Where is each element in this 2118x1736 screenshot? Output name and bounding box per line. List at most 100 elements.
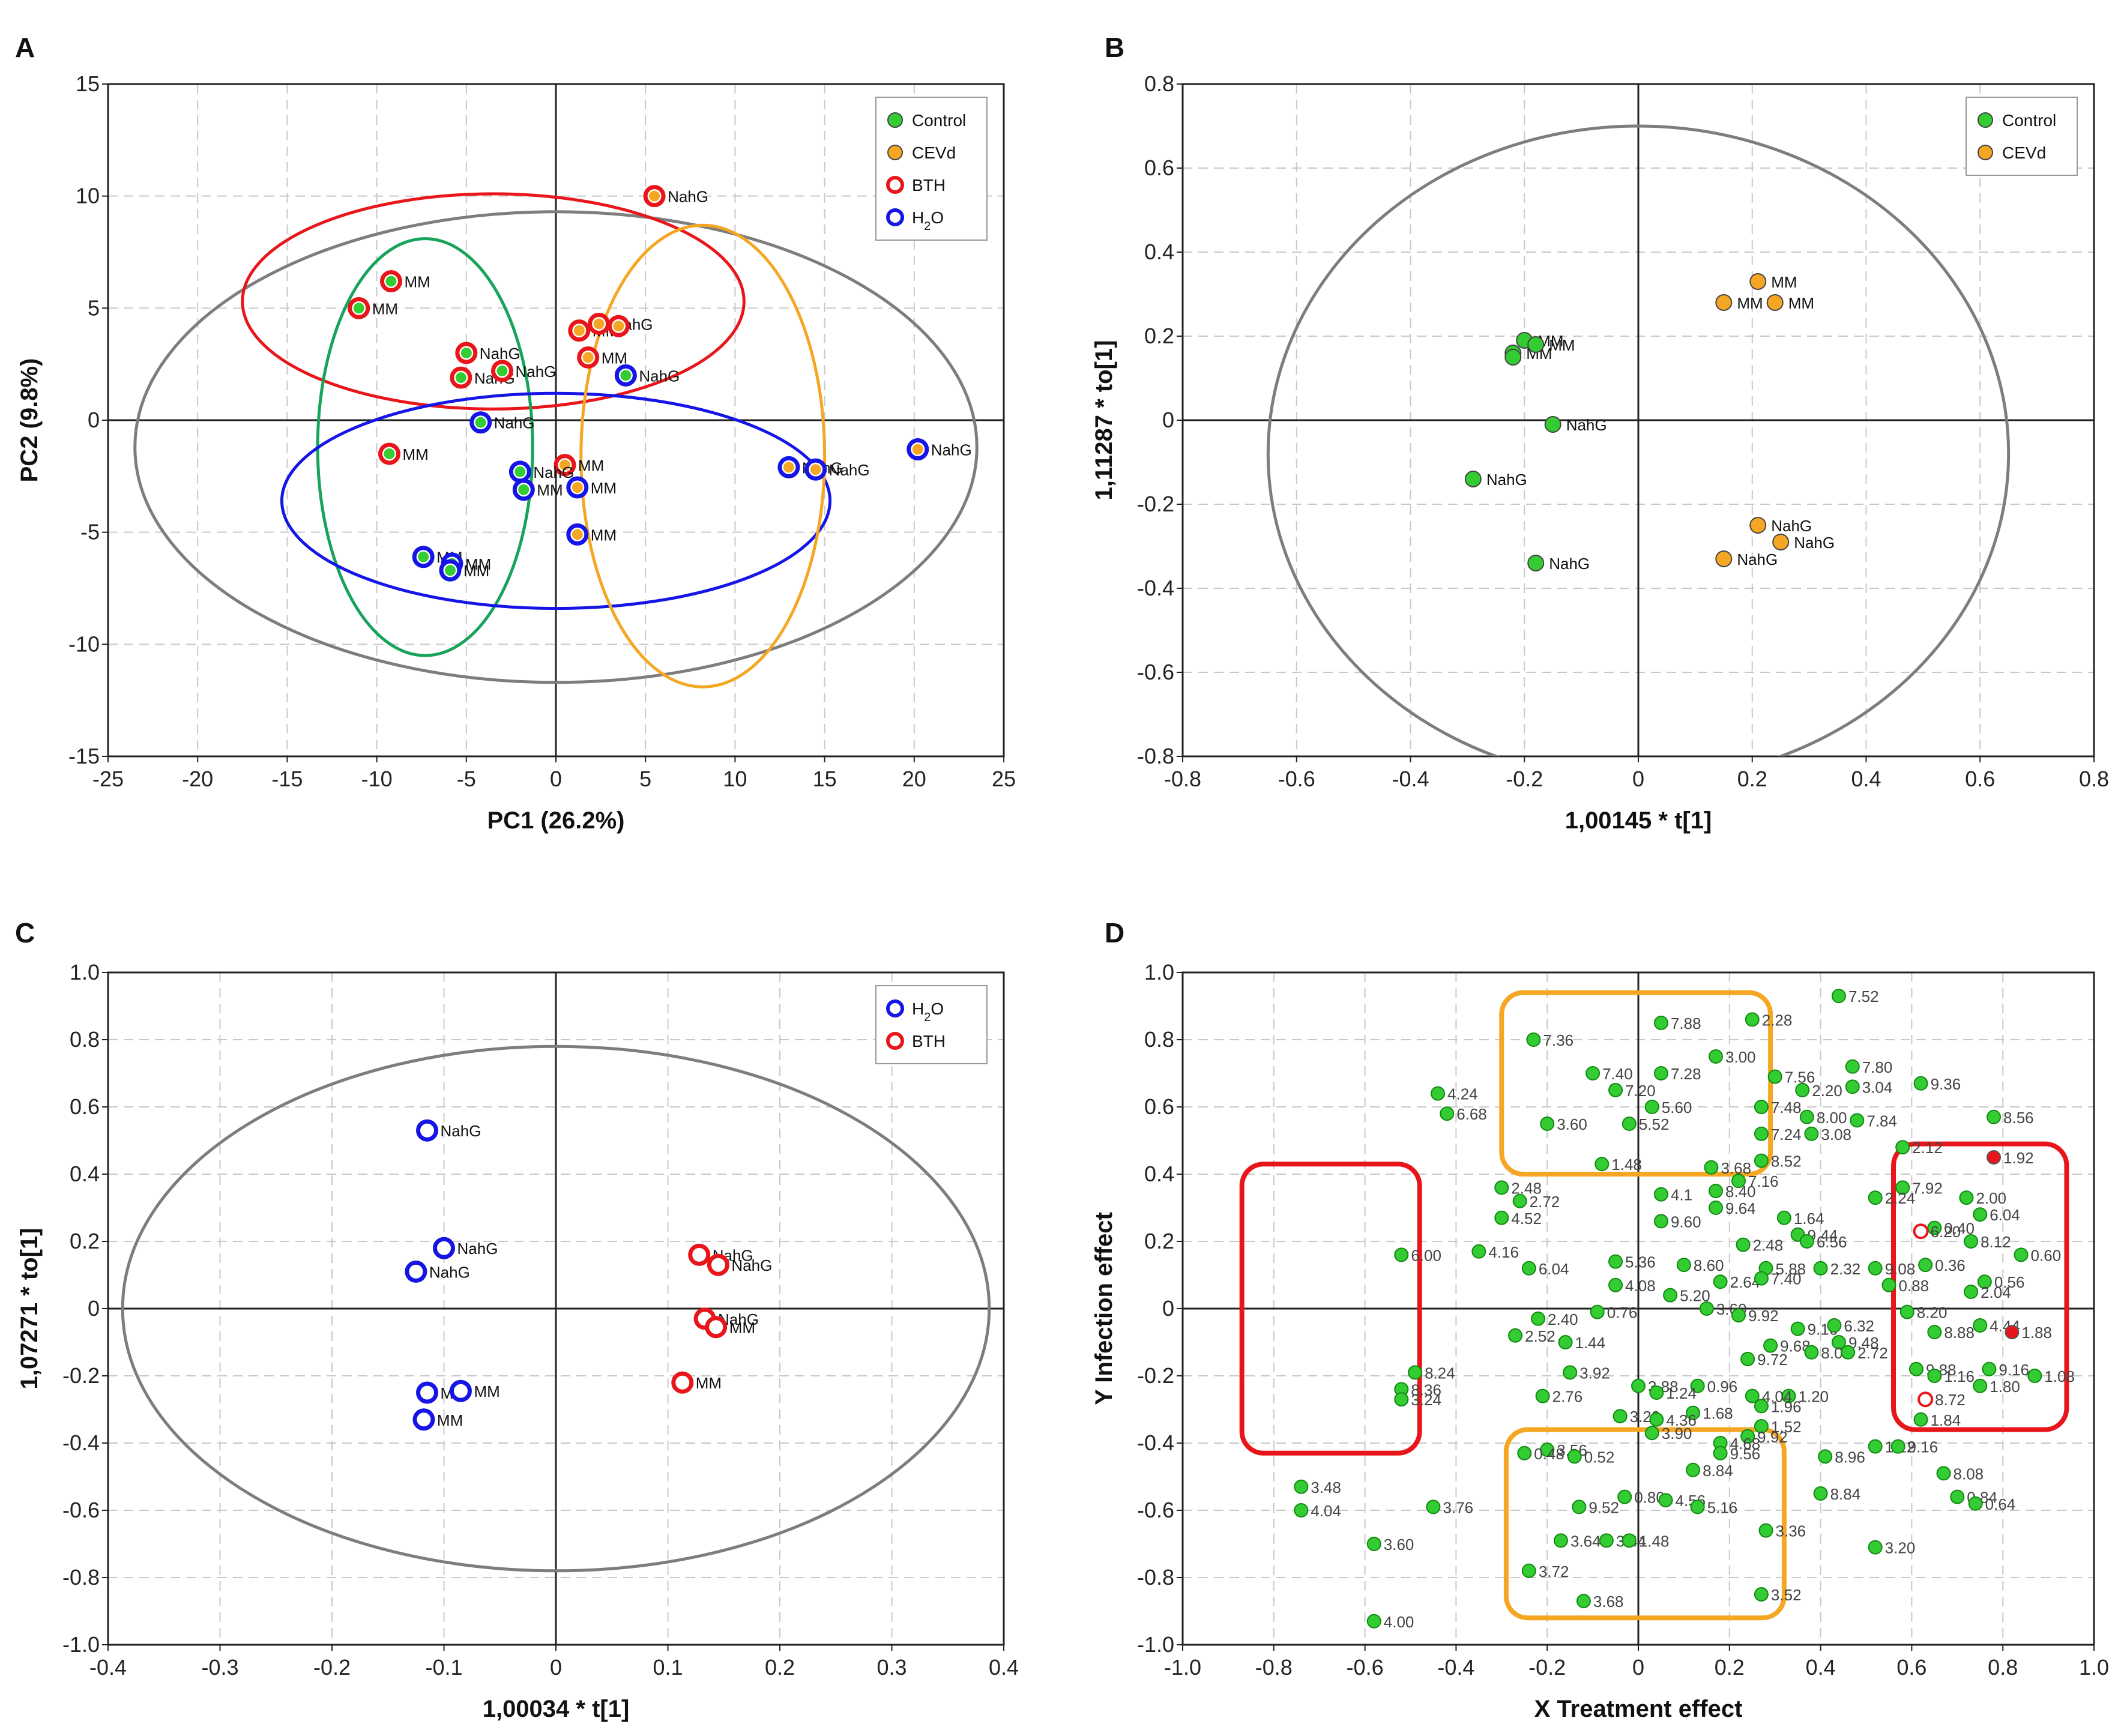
data-point (1494, 1180, 1509, 1195)
data-point (455, 372, 466, 384)
point-label: MM (1737, 294, 1763, 312)
y-tick-label: -15 (68, 744, 100, 768)
y-tick-label: -0.8 (1137, 744, 1174, 768)
data-point-label: 0.36 (1935, 1256, 1966, 1274)
data-point-label: 5.60 (1662, 1099, 1692, 1117)
y-tick-label: 1.0 (70, 960, 100, 984)
plot-frame (107, 83, 1005, 758)
x-tick-label: -0.3 (201, 1655, 238, 1680)
data-point-label: 3.60 (1557, 1115, 1587, 1133)
data-point (1608, 1277, 1623, 1292)
data-point-label: 4.36 (1666, 1411, 1697, 1429)
data-point-label: 9.64 (1725, 1199, 1756, 1217)
panel-a-pca: -25 -20 -15 -10 -5 0 5 10 15 20 25 15 10 5 0 -5 -10 -15 PC… (16, 71, 1016, 834)
data-point (1890, 1439, 1905, 1454)
panel-label-c: C (15, 917, 35, 948)
data-point (1531, 1311, 1546, 1326)
data-point-label: 3.72 (1539, 1563, 1569, 1581)
data-point-label: 1.64 (1794, 1210, 1824, 1228)
legend-label: CEVd (912, 143, 956, 162)
y-tick-label: -5 (80, 520, 100, 544)
data-point (1827, 1318, 1842, 1333)
x-tick-label: 1.0 (2079, 1655, 2109, 1680)
x-axis-label: PC1 (26.2%) (487, 807, 625, 834)
data-point-label: 0.60 (2031, 1246, 2062, 1264)
data-point-label: 9.52 (1588, 1498, 1619, 1516)
data-point-label: 2.12 (1912, 1139, 1943, 1157)
data-point (620, 370, 632, 381)
data-point (1585, 1066, 1601, 1080)
y-tick-label: 0.8 (70, 1027, 100, 1052)
data-point (712, 1323, 720, 1331)
panel-b-opls-cevd: -0.8 -0.6 -0.4 -0.2 0 0.2 0.4 0.6 0.8 0.8 0.6 0.4 0.… (1091, 71, 2109, 834)
data-point (1709, 1201, 1724, 1215)
data-point-label: 3.52 (1771, 1586, 1802, 1604)
y-tick-label: -0.2 (62, 1363, 100, 1388)
data-point-label: 9.16 (1999, 1361, 2029, 1379)
data-point-label: 4.08 (1625, 1277, 1656, 1295)
data-point-label: 7.84 (1866, 1112, 1897, 1130)
data-point (1749, 517, 1767, 534)
confidence-ellipse (133, 210, 979, 684)
data-point (2005, 1325, 2020, 1340)
data-point (1964, 1285, 1979, 1299)
point-label: NahG (1566, 416, 1607, 434)
data-point-label: 2.76 (1552, 1388, 1583, 1406)
point-label: NahG (457, 1240, 498, 1258)
data-point (1595, 1157, 1610, 1172)
data-point (1608, 1083, 1623, 1097)
data-point (1527, 336, 1545, 353)
x-tick-label: -0.6 (1347, 1655, 1384, 1680)
y-tick-label: 0 (1162, 408, 1174, 432)
panel-label-b: B (1105, 32, 1124, 63)
data-point-label: 2.24 (1885, 1189, 1916, 1207)
x-tick-label: -25 (92, 767, 124, 791)
data-point-label: 2.04 (1981, 1283, 2011, 1301)
data-point-label: 3.00 (1725, 1048, 1756, 1066)
point-label: NahG (494, 414, 535, 432)
data-point (572, 482, 583, 493)
data-point-label: 0.56 (1994, 1273, 2025, 1291)
legend-marker-control (887, 112, 903, 128)
data-point (1845, 1079, 1860, 1094)
y-tick-label: -0.8 (62, 1565, 100, 1590)
data-point-label: 1.16 (1944, 1367, 1975, 1385)
x-tick-label: 0.1 (653, 1655, 683, 1680)
y-tick-label: -0.4 (1137, 1430, 1174, 1455)
data-point-label: 8.88 (1944, 1324, 1975, 1342)
data-point-label: 3.24 (1411, 1391, 1441, 1409)
data-point (1544, 416, 1561, 433)
legend-label: Control (912, 111, 966, 130)
x-tick-label: 0 (550, 767, 562, 791)
data-point-label: 5.16 (1707, 1498, 1738, 1516)
data-point (1649, 1412, 1664, 1427)
data-point-label: 1.08 (2044, 1367, 2075, 1385)
data-point (1831, 989, 1846, 1004)
data-point (1895, 1140, 1910, 1155)
legend-marker-control (1978, 112, 1993, 128)
data-point (1408, 1365, 1423, 1380)
data-point (1366, 1537, 1381, 1551)
data-point-label: 2.48 (1753, 1237, 1784, 1255)
data-point (1799, 1109, 1814, 1124)
data-point-label: 1.92 (2003, 1149, 2034, 1167)
data-point (1745, 1388, 1760, 1403)
point-label: NahG (533, 463, 574, 481)
point-label: MM (537, 481, 563, 499)
point-label: MM (404, 273, 430, 291)
data-point (1804, 1126, 1819, 1141)
data-point-label: 1.68 (1703, 1405, 1733, 1423)
data-point-label: 7.88 (1671, 1014, 1701, 1032)
x-tick-label: -5 (457, 767, 476, 791)
data-point (1713, 1274, 1728, 1289)
data-point-label: 5.36 (1625, 1253, 1656, 1271)
data-point (1653, 1016, 1668, 1030)
x-tick-label: 0 (1632, 1655, 1644, 1680)
confidence-ellipse (241, 192, 746, 411)
data-point (1590, 1304, 1605, 1319)
x-tick-label: -0.8 (1255, 1655, 1293, 1680)
data-point-label: 3.68 (1593, 1593, 1624, 1611)
data-point (496, 365, 508, 376)
data-point-label: 0.96 (1707, 1378, 1738, 1396)
data-point (613, 321, 624, 332)
